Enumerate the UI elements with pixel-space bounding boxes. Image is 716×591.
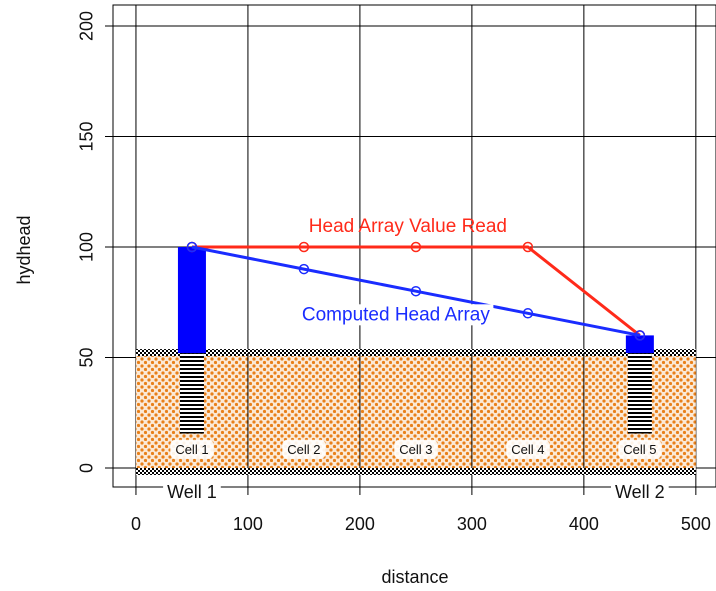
x-tick-label: 500 [681,514,711,534]
point [186,241,198,253]
cell-label: Cell 3 [399,442,432,457]
x-tick-label: 200 [345,514,375,534]
aquifer-top-band [135,349,696,357]
well-head-bar [625,335,654,354]
x-tick-label: 100 [233,514,263,534]
series-label-bg [298,304,494,326]
point [298,263,310,275]
cell-label: Cell 1 [175,442,208,457]
well-screen [179,353,204,434]
well-label-bg [163,480,221,503]
plot-frame [112,4,716,488]
well-label-bg [611,480,669,503]
point [410,285,422,297]
cell-label-bg [170,439,214,459]
point [298,241,310,253]
point [410,241,422,253]
cell-label: Cell 5 [623,442,656,457]
series-line [191,245,641,337]
well-head-bar [177,246,206,354]
y-tick-label: 200 [77,11,97,41]
cell-label-bg [282,439,326,459]
point [522,241,534,253]
well-label: Well 1 [167,482,217,502]
cell-label-bg [618,439,662,459]
y-tick-label: 0 [77,463,97,473]
x-tick-label: 400 [569,514,599,534]
y-tick-label: 100 [77,232,97,262]
series-line [191,245,641,337]
point [634,330,646,341]
y-tick-label: 50 [77,347,97,367]
cell-label-bg [506,439,550,459]
well-label: Well 2 [615,482,665,502]
y-axis-title: hydhead [14,215,34,284]
series-label: Computed Head Array [302,304,490,325]
cell-label: Cell 4 [511,442,544,457]
aquifer-bottom-band [135,467,696,475]
cell-label: Cell 2 [287,442,320,457]
y-tick-label: 150 [77,121,97,151]
x-tick-label: 300 [457,514,487,534]
point [522,308,534,319]
series-label: Head Array Value Read [309,216,507,237]
x-axis-title: distance [381,567,448,587]
well-screen [627,353,652,434]
x-tick-label: 0 [131,514,141,534]
cell-label-bg [394,439,438,459]
